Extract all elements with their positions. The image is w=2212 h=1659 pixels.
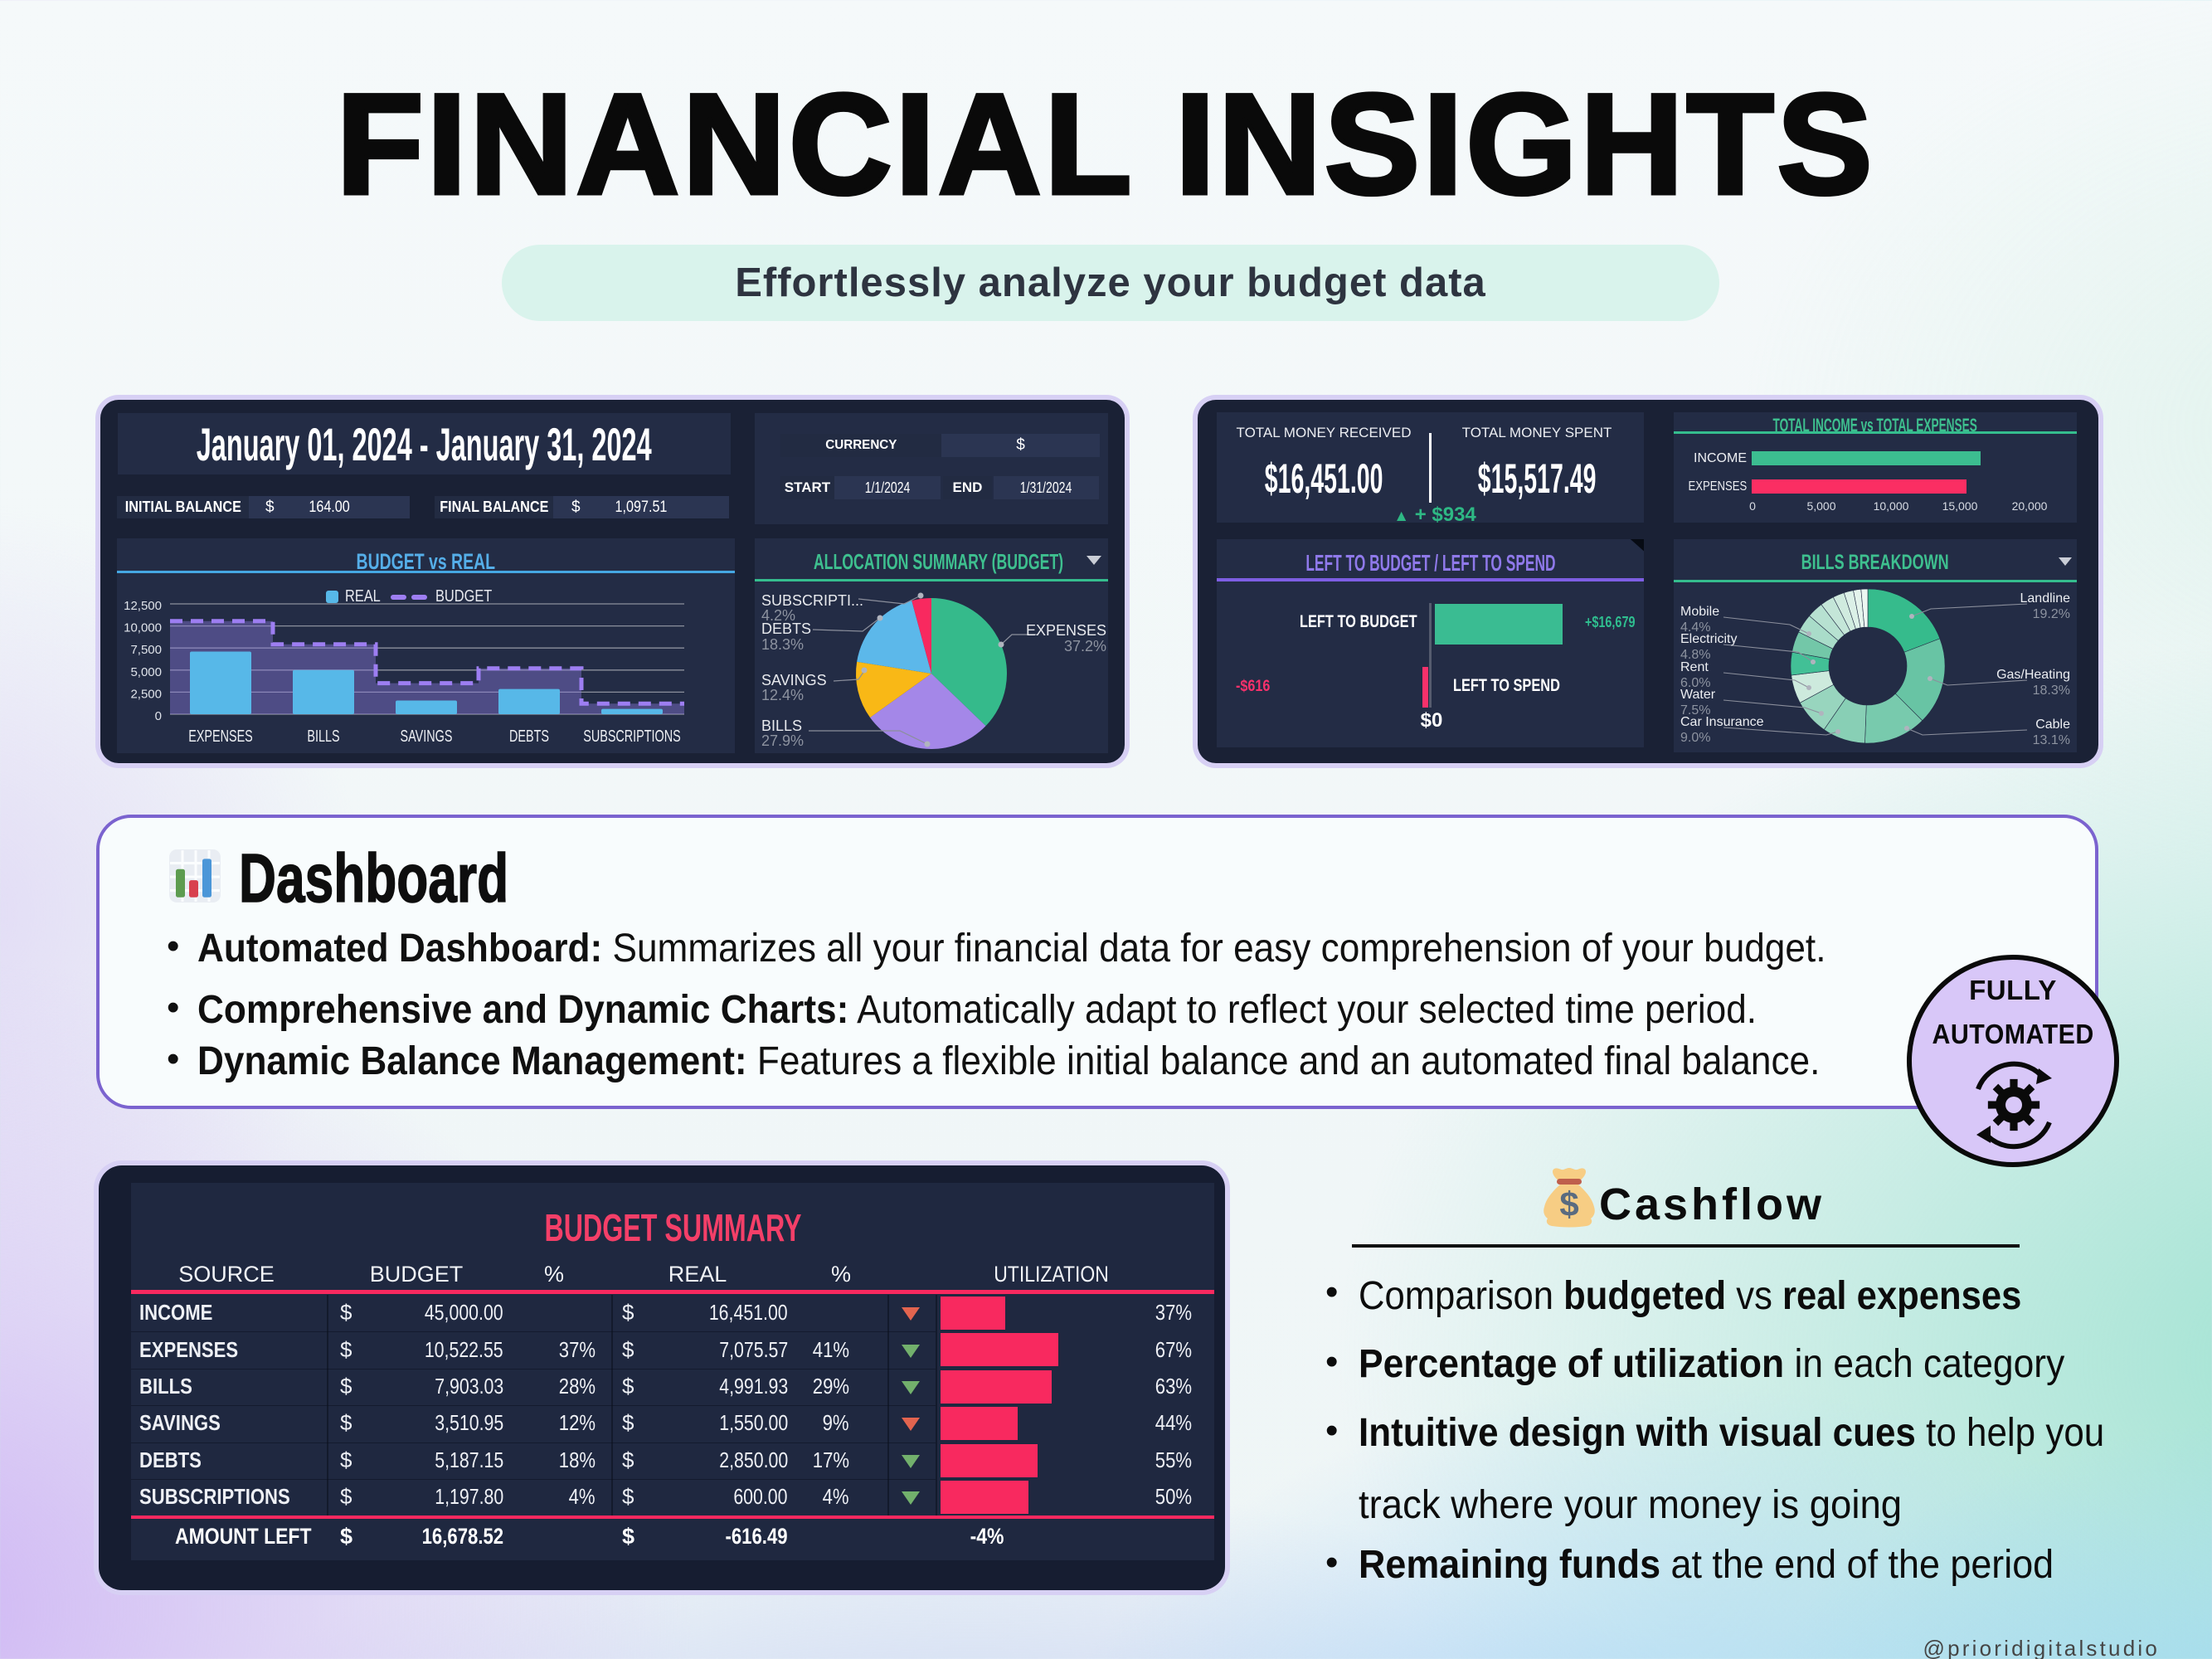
svg-text:SAVINGS: SAVINGS [761, 672, 827, 688]
svg-text:2,500: 2,500 [130, 687, 162, 701]
svg-text:SUBSCRIPTI...: SUBSCRIPTI... [761, 592, 863, 609]
svg-text:BILLS: BILLS [761, 718, 802, 734]
svg-text:27.9%: 27.9% [761, 732, 804, 749]
svg-text:EXPENSES: EXPENSES [1026, 622, 1106, 639]
svg-text:7,500: 7,500 [130, 643, 162, 657]
svg-text:SAVINGS: SAVINGS [401, 727, 453, 746]
svg-text:SUBSCRIPTIONS: SUBSCRIPTIONS [583, 727, 680, 746]
svg-text:$: $ [1559, 1185, 1578, 1224]
svg-text:4.4%: 4.4% [1680, 620, 1710, 635]
svg-text:4.2%: 4.2% [761, 607, 795, 624]
svg-text:Water: Water [1680, 688, 1716, 702]
svg-text:REAL: REAL [345, 586, 381, 605]
svg-text:Electricity: Electricity [1680, 632, 1737, 646]
svg-text:6.0%: 6.0% [1680, 676, 1710, 690]
svg-text:Mobile: Mobile [1680, 605, 1719, 619]
svg-text:9.0%: 9.0% [1680, 731, 1710, 745]
svg-text:13.1%: 13.1% [2033, 733, 2070, 747]
svg-text:37.2%: 37.2% [1064, 638, 1106, 654]
svg-text:DEBTS: DEBTS [509, 727, 549, 746]
svg-text:12.4%: 12.4% [761, 687, 804, 703]
svg-text:19.2%: 19.2% [2033, 607, 2070, 621]
svg-text:18.3%: 18.3% [2033, 684, 2070, 698]
svg-text:10,000: 10,000 [124, 621, 162, 635]
svg-text:5,000: 5,000 [130, 665, 162, 679]
svg-text:0: 0 [155, 709, 162, 723]
svg-text:BILLS: BILLS [307, 727, 339, 746]
svg-text:4.8%: 4.8% [1680, 648, 1710, 662]
svg-text:EXPENSES: EXPENSES [188, 727, 253, 746]
svg-text:DEBTS: DEBTS [761, 620, 811, 637]
svg-text:Cable: Cable [2035, 718, 2070, 732]
svg-text:Rent: Rent [1680, 660, 1709, 674]
svg-text:Landline: Landline [2020, 591, 2071, 606]
svg-text:18.3%: 18.3% [761, 636, 804, 653]
svg-text:Gas/Heating: Gas/Heating [1996, 668, 2070, 682]
svg-text:12,500: 12,500 [124, 599, 162, 613]
svg-text:Car Insurance: Car Insurance [1680, 715, 1764, 729]
svg-text:BUDGET: BUDGET [435, 586, 492, 605]
svg-text:7.5%: 7.5% [1680, 703, 1710, 718]
